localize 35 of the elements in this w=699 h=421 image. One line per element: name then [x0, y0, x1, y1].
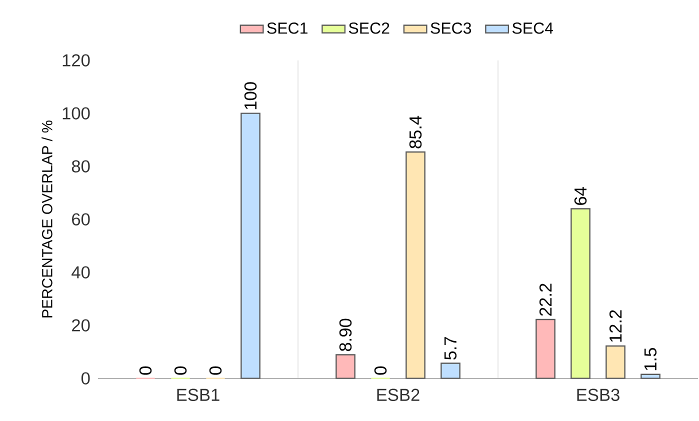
data-label: 5.7	[444, 337, 457, 360]
legend-label: SEC1	[267, 22, 308, 34]
y-tick-label: 40	[72, 266, 90, 278]
x-tick-label: ESB3	[577, 388, 620, 402]
y-tick-label: 60	[72, 213, 90, 226]
data-label: 64	[574, 187, 587, 205]
y-tick-label: 0	[81, 372, 90, 384]
data-label: 22.2	[539, 284, 552, 316]
x-tick-label: ESB2	[377, 388, 420, 402]
data-label: 0	[209, 366, 222, 375]
bar	[440, 362, 460, 379]
data-label: 100	[244, 82, 257, 110]
y-tick-label: 100	[62, 107, 90, 120]
y-tick-label: 20	[72, 319, 90, 332]
data-label: 1.5	[644, 348, 657, 370]
bar	[336, 354, 356, 379]
bar	[240, 112, 260, 379]
legend-label: SEC3	[430, 22, 472, 34]
data-label: 0	[374, 366, 387, 375]
y-tick-label: 80	[72, 160, 90, 172]
data-label: 0	[139, 366, 152, 375]
data-label: 85.4	[409, 116, 422, 148]
y-axis-title: PERCENTAGE OVERLAP / %	[42, 120, 52, 318]
bar	[536, 318, 556, 379]
legend-label: SEC4	[512, 22, 554, 34]
data-label: 8.90	[339, 318, 352, 352]
bar	[570, 208, 590, 379]
x-tick-label: ESB1	[177, 388, 220, 402]
data-label: 12.2	[609, 310, 622, 342]
y-tick-label: 120	[62, 54, 90, 66]
data-label: 0	[174, 366, 187, 375]
bar	[606, 345, 626, 379]
bar	[640, 374, 660, 379]
bar	[406, 151, 426, 379]
legend-label: SEC2	[348, 22, 390, 34]
